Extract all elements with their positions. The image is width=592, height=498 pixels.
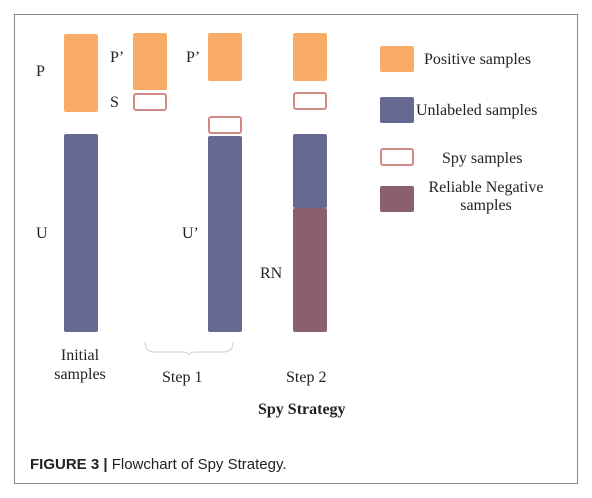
step1-caption: Step 1 <box>162 370 202 386</box>
legend-unlabeled-label: Unlabeled samples <box>416 102 537 120</box>
initial-unlabeled-block <box>64 134 98 332</box>
step1-bracket <box>143 340 235 356</box>
label-p: P <box>36 64 45 80</box>
initial-caption-line1: Initial <box>40 346 120 365</box>
step2-spy-block <box>293 92 327 110</box>
legend-rn-line1: Reliable Negative <box>418 179 554 197</box>
initial-positive-block <box>64 34 98 112</box>
step1-spy-block <box>133 93 167 111</box>
label-p-prime-left: P’ <box>110 50 124 66</box>
label-u-prime: U’ <box>182 226 199 242</box>
figure-caption-text: Flowchart of Spy Strategy. <box>108 456 287 473</box>
legend-positive-swatch <box>380 46 414 72</box>
legend-spy-swatch <box>380 148 414 166</box>
label-s: S <box>110 95 119 111</box>
figure-caption-prefix: FIGURE 3 | <box>30 456 108 473</box>
step1-positive-block <box>133 33 167 90</box>
step1b-positive-block <box>208 33 242 81</box>
legend-reliable-negative-label: Reliable Negative samples <box>418 179 554 216</box>
legend-rn-line2: samples <box>418 197 554 215</box>
initial-caption-line2: samples <box>40 365 120 384</box>
label-u: U <box>36 226 48 242</box>
initial-samples-caption: Initial samples <box>40 346 120 384</box>
legend-positive-label: Positive samples <box>424 51 531 69</box>
diagram-title: Spy Strategy <box>258 402 346 418</box>
legend-reliable-negative-swatch <box>380 186 414 212</box>
step1b-unlabeled-block <box>208 136 242 332</box>
step2-unlabeled-block <box>293 134 327 208</box>
figure-caption: FIGURE 3 | Flowchart of Spy Strategy. <box>30 456 287 473</box>
step1b-spy-block <box>208 116 242 134</box>
step2-caption: Step 2 <box>286 370 326 386</box>
label-p-prime-right: P’ <box>186 50 200 66</box>
label-rn: RN <box>260 266 282 282</box>
legend-unlabeled-swatch <box>380 97 414 123</box>
step2-reliable-negative-block <box>293 208 327 332</box>
legend-spy-label: Spy samples <box>442 150 522 168</box>
step2-positive-block <box>293 33 327 81</box>
